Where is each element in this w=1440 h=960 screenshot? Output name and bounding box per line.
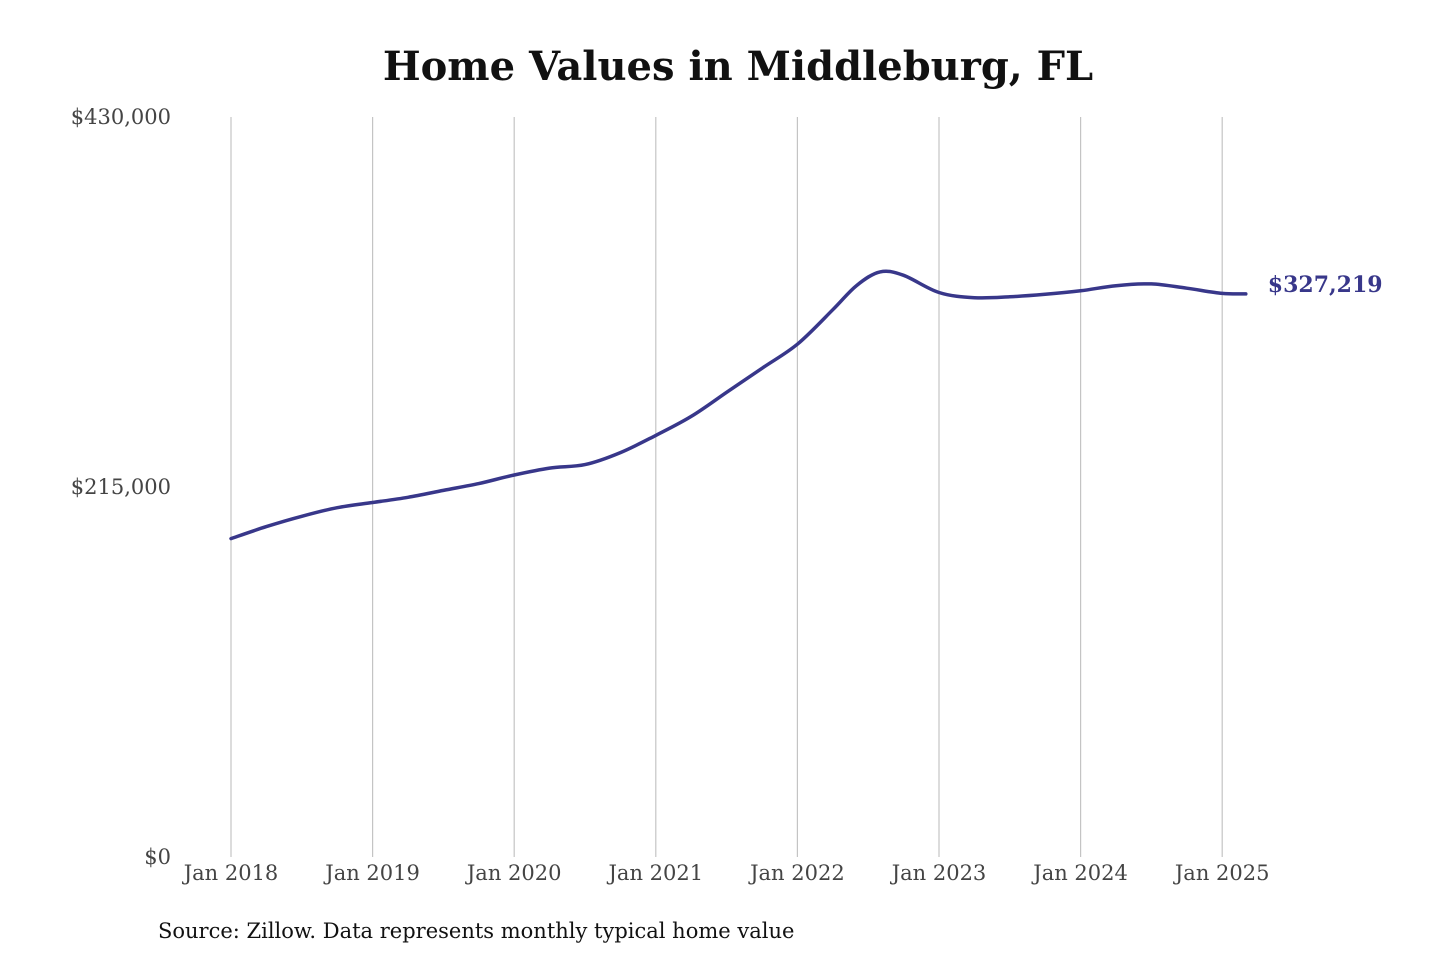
y-tick-label: $0: [144, 845, 171, 869]
x-tick-label: Jan 2024: [1031, 861, 1128, 885]
x-tick-label: Jan 2025: [1173, 861, 1270, 885]
gridlines: [230, 117, 1223, 857]
x-tick-label: Jan 2023: [890, 861, 987, 885]
x-tick-label: Jan 2020: [465, 861, 562, 885]
x-tick-label: Jan 2021: [607, 861, 704, 885]
y-axis-tick-labels: $0 $215,000 $430,000: [71, 105, 171, 869]
end-value-label: $327,219: [1268, 272, 1383, 298]
x-axis-tick-labels: Jan 2018 Jan 2019 Jan 2020 Jan 2021 Jan 2022…: [182, 861, 1270, 885]
y-tick-label: $215,000: [71, 475, 171, 499]
series-line-home-value: [229, 269, 1248, 541]
source-note: Source: Zillow. Data represents monthly …: [158, 919, 794, 943]
x-tick-label: Jan 2018: [182, 861, 279, 885]
chart-title: Home Values in Middleburg, FL: [383, 43, 1093, 90]
x-tick-label: Jan 2022: [748, 861, 845, 885]
x-tick-label: Jan 2019: [323, 861, 420, 885]
y-tick-label: $430,000: [71, 105, 171, 129]
